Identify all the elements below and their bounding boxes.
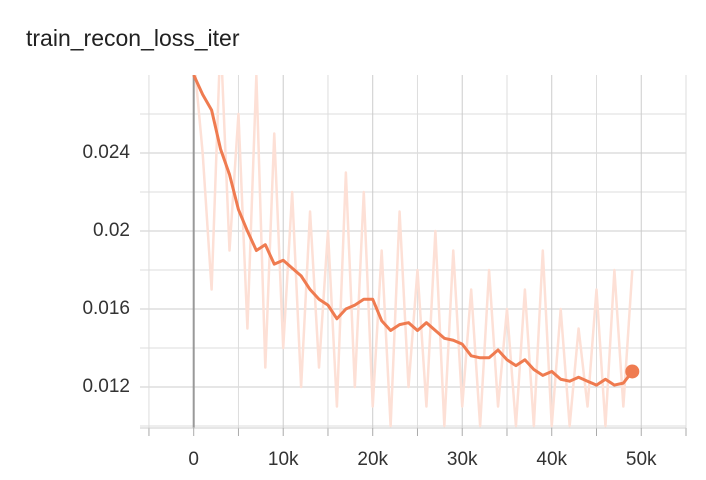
chart-title: train_recon_loss_iter — [26, 25, 240, 51]
x-tick-label: 50k — [626, 449, 657, 470]
x-tick-label: 10k — [268, 449, 299, 470]
x-tick-label: 30k — [447, 449, 478, 470]
plot-area — [192, 75, 634, 428]
y-tick-label: 0.012 — [82, 376, 130, 397]
y-tick-label: 0.024 — [82, 142, 130, 163]
last-point — [625, 364, 640, 379]
x-tick-label: 0 — [188, 449, 199, 470]
x-tick-label: 40k — [536, 449, 567, 470]
smoothed-line — [192, 75, 634, 387]
x-tick-label: 20k — [357, 449, 388, 470]
y-tick-label: 0.02 — [93, 220, 130, 241]
y-tick-label: 0.016 — [82, 298, 130, 319]
